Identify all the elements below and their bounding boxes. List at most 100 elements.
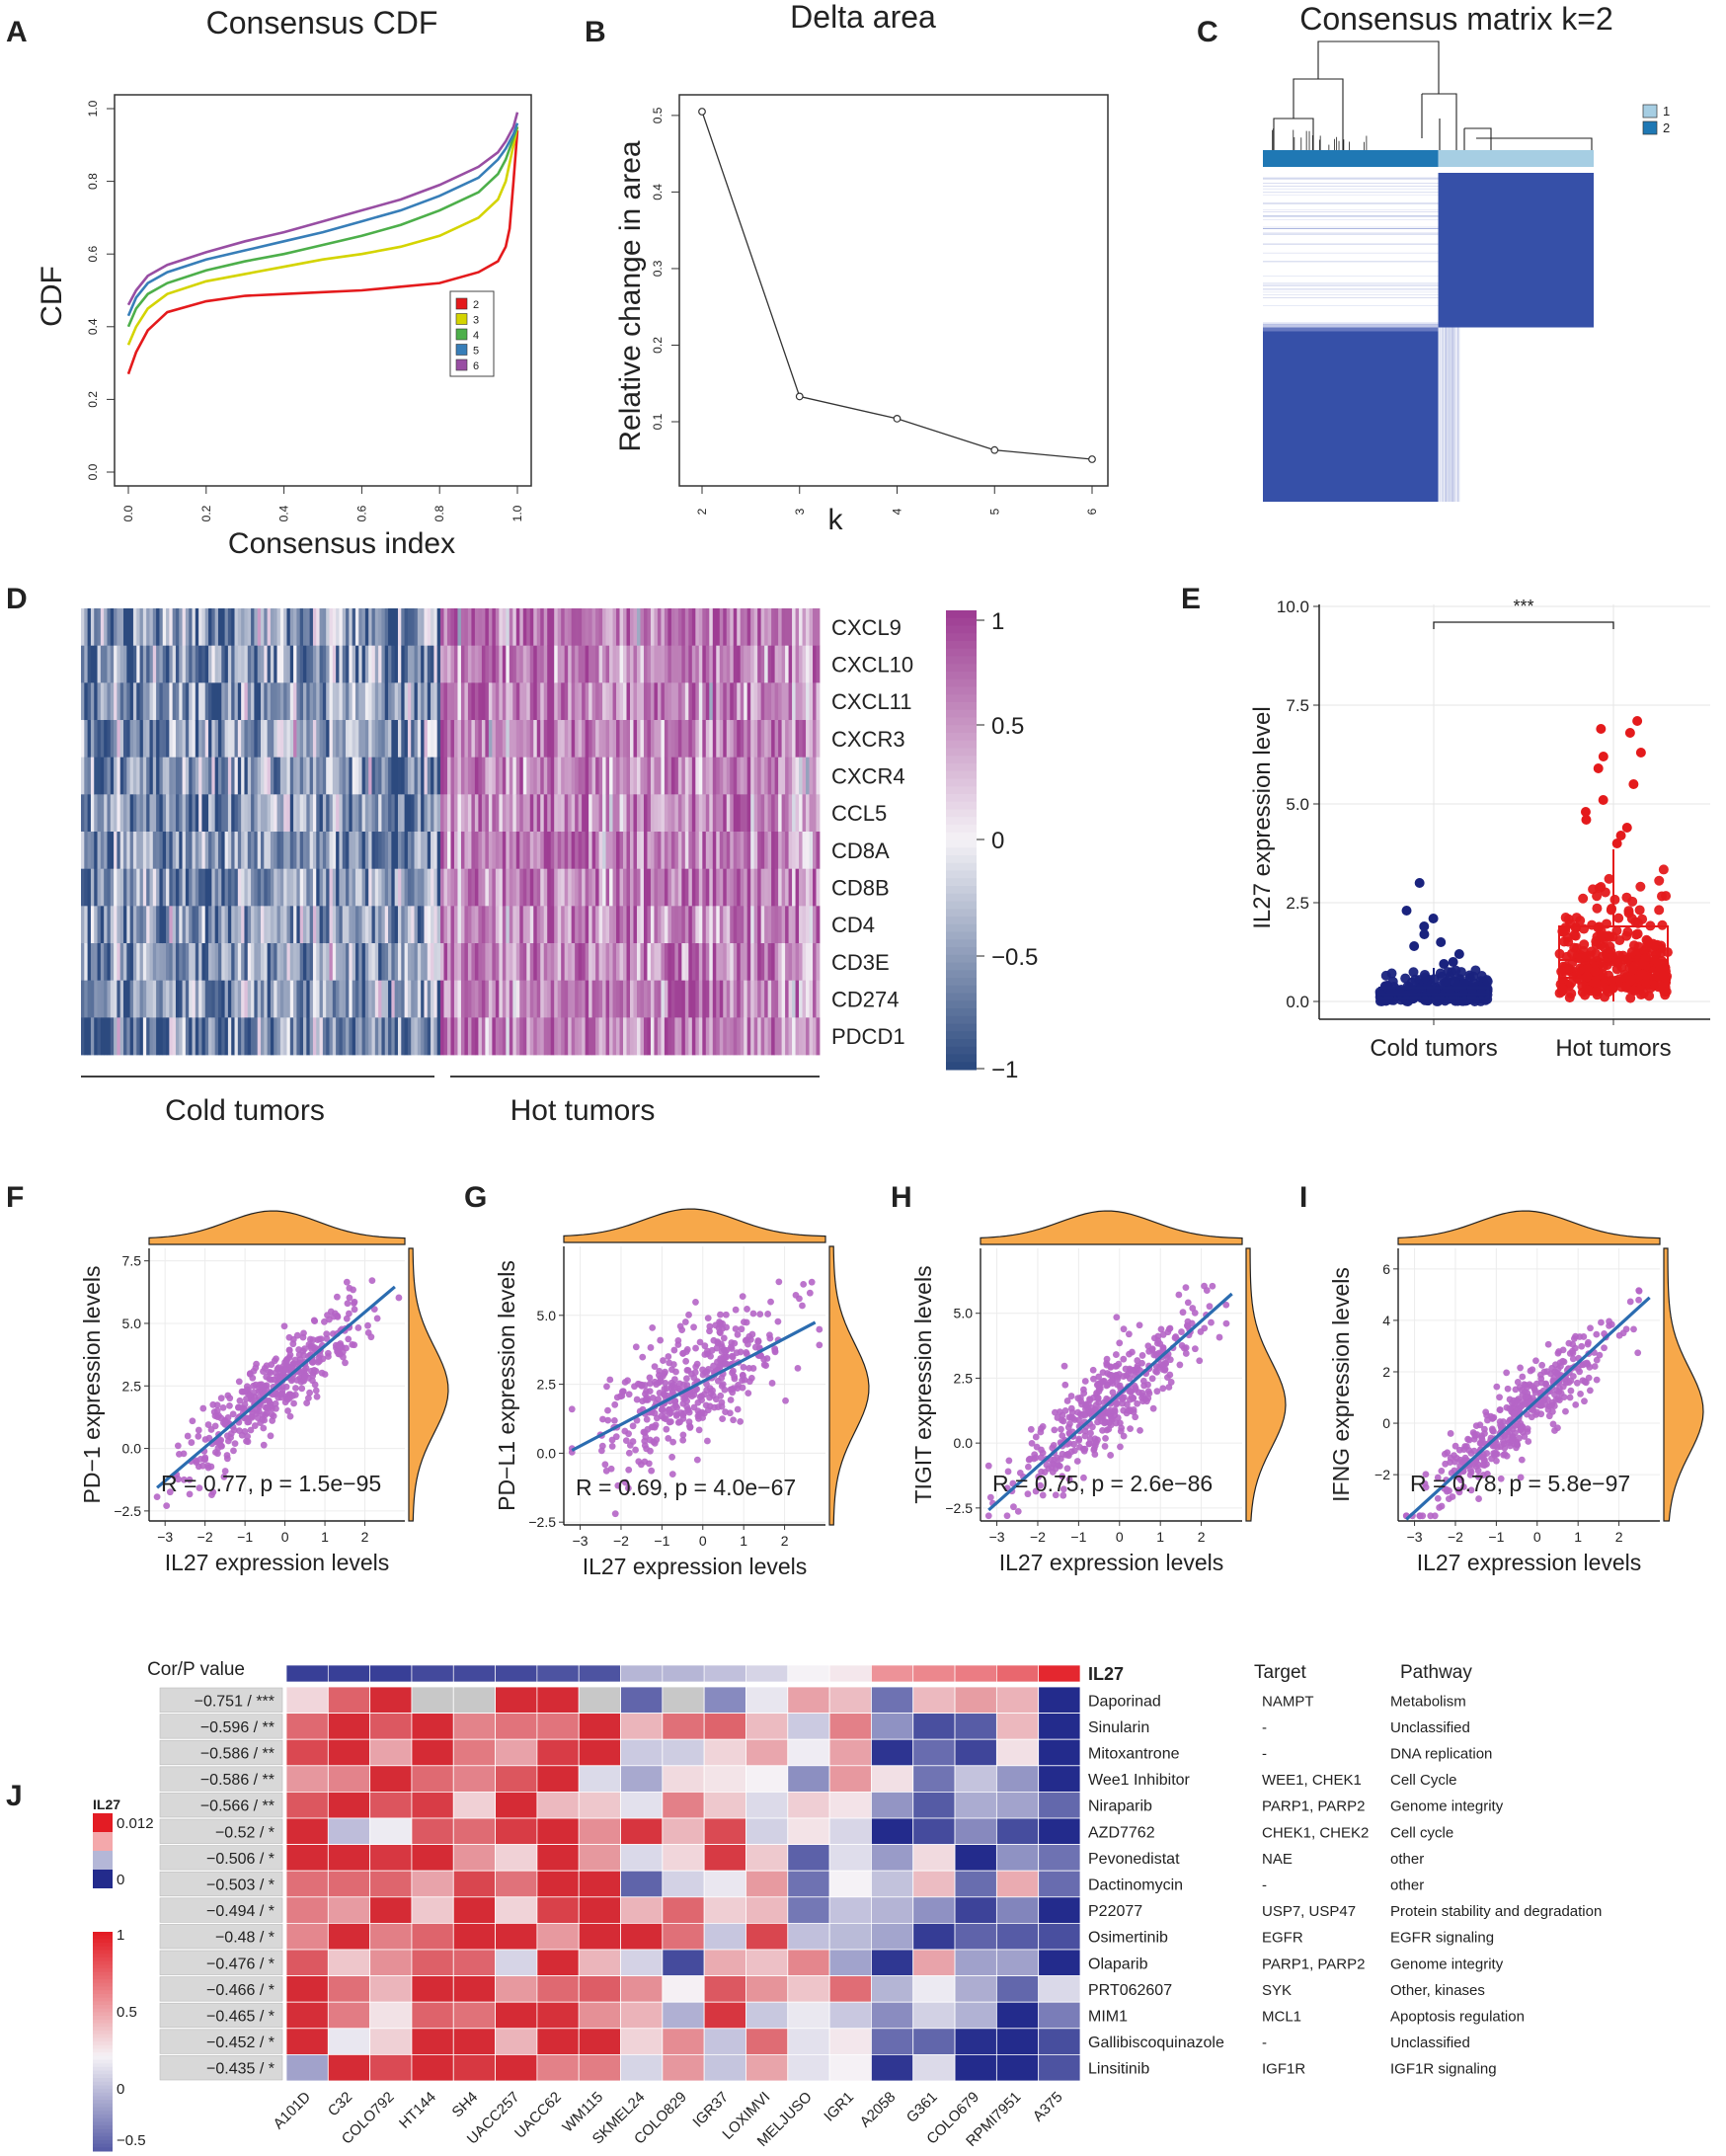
heat-cell-hot bbox=[585, 682, 589, 721]
heat-cell-cold bbox=[146, 943, 150, 982]
heat-cell-cold bbox=[224, 868, 229, 907]
heat-cell-hot bbox=[616, 906, 620, 944]
heat-cell-hot bbox=[453, 682, 458, 721]
heat-cell-cold bbox=[332, 645, 337, 683]
heat-cell-hot bbox=[799, 757, 803, 795]
heat-cell-hot bbox=[571, 943, 576, 982]
heat-cell-hot bbox=[723, 906, 728, 944]
heat-cell-cold bbox=[257, 720, 262, 759]
heat-cell-cold bbox=[264, 832, 269, 870]
scatter-point bbox=[710, 1336, 718, 1344]
heat-cell-cold bbox=[279, 980, 284, 1018]
heat-cell-cold bbox=[274, 608, 277, 647]
scatter-point bbox=[737, 1417, 745, 1425]
heat-cell-hot bbox=[547, 645, 552, 683]
heat-cell-cold bbox=[146, 682, 150, 721]
scatter-point bbox=[1004, 1468, 1012, 1476]
heat-cell-cold bbox=[427, 980, 432, 1018]
heat-cell-hot bbox=[774, 943, 779, 982]
heat-cell-cold bbox=[358, 868, 362, 907]
scatter-point bbox=[1059, 1485, 1067, 1493]
scatter-point bbox=[1113, 1399, 1121, 1407]
scatter-point bbox=[1123, 1372, 1131, 1380]
heat-cell-hot bbox=[647, 906, 652, 944]
heat-cell-cold bbox=[94, 906, 98, 944]
data-point-hot bbox=[1657, 919, 1668, 930]
scatter-point bbox=[768, 1380, 776, 1387]
heat-cell-hot bbox=[778, 757, 782, 795]
heat-cell-hot bbox=[474, 608, 479, 647]
heat-cell-cold bbox=[319, 720, 324, 759]
heat-cell-cold bbox=[251, 682, 255, 721]
heat-cell-hot bbox=[509, 757, 513, 795]
heat-cell-cold bbox=[322, 794, 327, 833]
heat-cell-hot bbox=[774, 980, 779, 1018]
x-tick-label: 1 bbox=[740, 1533, 747, 1549]
heat-cell-cold bbox=[84, 794, 89, 833]
heat-cell-cold bbox=[204, 943, 209, 982]
heat-cell-cold bbox=[169, 980, 174, 1018]
heat-cell-hot bbox=[609, 682, 613, 721]
heat-cell-cold bbox=[264, 943, 269, 982]
heat-cell-hot bbox=[781, 906, 786, 944]
heat-cell-hot bbox=[677, 682, 682, 721]
heat-cell-cold bbox=[126, 645, 131, 683]
heat-cell-cold bbox=[100, 868, 105, 907]
heat-cell-cold bbox=[139, 868, 144, 907]
heat-cell-hot bbox=[792, 906, 796, 944]
heat-cell-hot bbox=[746, 720, 751, 759]
heat-cell-cold bbox=[322, 943, 327, 982]
heat-cell-hot bbox=[726, 608, 731, 647]
scatter-point bbox=[1073, 1458, 1081, 1465]
heat-cell-hot bbox=[481, 980, 486, 1018]
outlier-point bbox=[1624, 728, 1635, 738]
heat-cell-cold bbox=[142, 608, 147, 647]
heat-cell-hot bbox=[774, 1017, 779, 1056]
heat-cell-hot bbox=[478, 1017, 483, 1056]
heat-cell-cold bbox=[87, 980, 92, 1018]
scatter-point bbox=[604, 1416, 612, 1424]
heat-cell-cold bbox=[279, 794, 284, 833]
heat-cell-cold bbox=[270, 1017, 275, 1056]
heat-cell-hot bbox=[506, 868, 510, 907]
heat-cell-cold bbox=[384, 608, 389, 647]
scatter-point bbox=[646, 1374, 654, 1382]
heat-cell-cold bbox=[221, 980, 225, 1018]
heat-cell-cold bbox=[182, 1017, 187, 1056]
heat-cell-cold bbox=[81, 720, 85, 759]
heat-cell-cold bbox=[397, 1017, 402, 1056]
heat-cell-hot bbox=[670, 720, 675, 759]
heat-cell-cold bbox=[358, 832, 362, 870]
heat-cell-cold bbox=[119, 1017, 124, 1056]
heat-cell-cold bbox=[279, 1017, 284, 1056]
panel-letter: F bbox=[6, 1181, 24, 1214]
heat-cell-hot bbox=[591, 682, 596, 721]
heat-cell-cold bbox=[132, 645, 137, 683]
colorbar-step bbox=[946, 656, 977, 665]
heat-cell-cold bbox=[346, 608, 350, 647]
heat-cell-cold bbox=[361, 645, 366, 683]
heat-cell-cold bbox=[192, 682, 196, 721]
heat-cell-hot bbox=[778, 943, 782, 982]
heat-cell-hot bbox=[495, 757, 500, 795]
heat-cell-hot bbox=[691, 1017, 696, 1056]
heat-cell-cold bbox=[427, 608, 432, 647]
heat-cell-hot bbox=[623, 757, 627, 795]
scatter-point bbox=[395, 1294, 403, 1302]
heat-cell-cold bbox=[427, 868, 432, 907]
heat-cell-cold bbox=[361, 980, 366, 1018]
colorbar-step bbox=[946, 717, 977, 726]
heat-cell-hot bbox=[802, 682, 807, 721]
heat-cell-hot bbox=[691, 868, 696, 907]
heat-cell-cold bbox=[90, 868, 95, 907]
heat-cell-cold bbox=[126, 794, 131, 833]
heat-cell-hot bbox=[695, 832, 700, 870]
heat-cell-hot bbox=[816, 720, 821, 759]
heat-cell-cold bbox=[424, 757, 429, 795]
heat-cell-cold bbox=[424, 682, 429, 721]
heat-cell-cold bbox=[185, 794, 190, 833]
heat-cell-cold bbox=[374, 720, 379, 759]
scatter-point bbox=[1094, 1418, 1101, 1426]
heat-cell-cold bbox=[299, 980, 304, 1018]
heat-cell-cold bbox=[117, 682, 121, 721]
